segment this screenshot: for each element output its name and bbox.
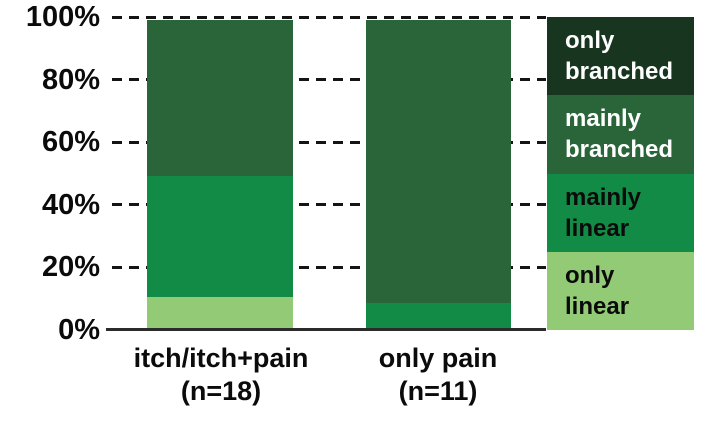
gridline-20	[112, 265, 546, 269]
y-tick-label-0: 0%	[58, 314, 100, 346]
bar-only-pain	[366, 17, 511, 331]
y-tick-label-40: 40%	[41, 188, 100, 221]
legend: only branched mainly branched mainly lin…	[547, 17, 694, 330]
bar-segment-mainly-linear	[366, 303, 511, 331]
legend-item-mainly-branched: mainly branched	[547, 95, 694, 174]
legend-item-only-linear: only linear	[547, 251, 694, 330]
x-axis-label-pain: only pain (n=11)	[288, 342, 588, 408]
legend-label-only-branched: only branched	[565, 27, 674, 86]
bar-segment-mainly-linear	[147, 175, 293, 297]
x-axis-label-itch-line1: itch/itch+pain	[133, 343, 309, 373]
bar-segment-mainly-branched	[147, 20, 293, 176]
y-tick-label-60: 60%	[41, 126, 100, 159]
gridline-40	[112, 203, 546, 207]
bar-itch	[147, 17, 293, 331]
legend-item-only-branched: only branched	[547, 17, 694, 96]
gridline-60	[112, 140, 546, 144]
x-axis-label-pain-n: (n=11)	[398, 376, 478, 406]
y-tick-label-20: 20%	[41, 251, 100, 284]
legend-label-mainly-linear: mainly linear	[565, 183, 642, 242]
gridline-80	[112, 78, 546, 82]
y-tick-label-80: 80%	[41, 63, 100, 96]
gridline-100	[112, 15, 546, 19]
bar-segment-mainly-branched	[366, 20, 511, 304]
y-tick-label-100: 100%	[25, 1, 100, 33]
x-axis-label-pain-line1: only pain	[378, 343, 498, 373]
legend-item-mainly-linear: mainly linear	[547, 173, 694, 252]
legend-label-mainly-branched: mainly branched	[565, 105, 674, 164]
x-axis-label-itch: itch/itch+pain (n=18)	[71, 342, 371, 408]
bar-segment-only-linear	[147, 296, 293, 331]
legend-label-only-linear: only linear	[565, 261, 630, 320]
x-axis-line	[106, 328, 546, 331]
x-axis-label-itch-n: (n=18)	[180, 376, 262, 406]
